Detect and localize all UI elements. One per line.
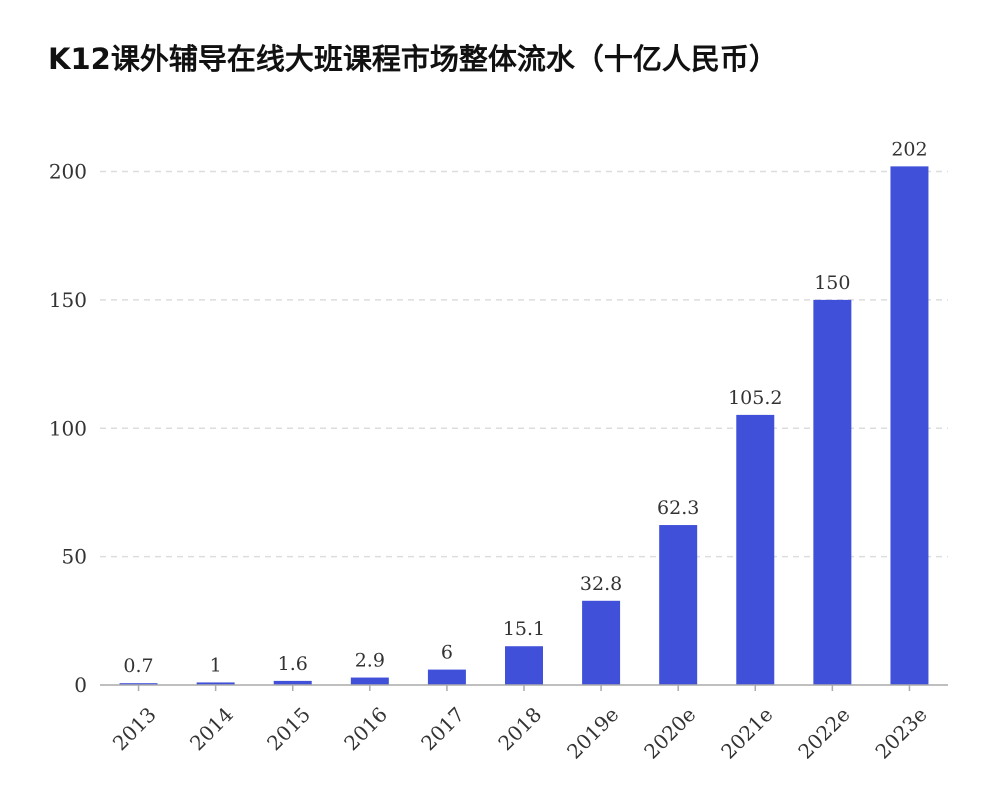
value-label: 150	[814, 272, 850, 294]
x-tick-label: 2019e	[562, 702, 623, 763]
bar	[890, 166, 929, 686]
value-label: 15.1	[503, 618, 545, 640]
value-label: 6	[441, 642, 453, 664]
y-tick-label: 100	[49, 416, 87, 440]
x-tick-label: 2016	[339, 702, 392, 755]
chart-title: K12课外辅导在线大班课程市场整体流水（十亿人民币）	[48, 42, 778, 76]
gridlines	[100, 170, 948, 558]
value-label: 2.9	[355, 650, 385, 672]
bar	[736, 414, 775, 685]
value-label: 202	[891, 138, 927, 160]
x-tick-label: 2022e	[793, 702, 854, 763]
bar	[505, 646, 543, 685]
bar	[582, 600, 621, 685]
value-label: 105.2	[728, 387, 782, 409]
value-label: 0.7	[123, 655, 153, 677]
value-label: 32.8	[580, 573, 622, 595]
bar	[427, 669, 466, 685]
bar	[350, 677, 389, 685]
axes	[100, 684, 948, 691]
x-tick-label: 2021e	[716, 702, 777, 763]
labels: 0501001502000.72013120141.620152.9201662…	[49, 138, 932, 763]
value-label: 1	[210, 654, 222, 676]
x-tick-label: 2017	[416, 702, 469, 755]
y-tick-label: 150	[49, 288, 87, 312]
x-tick-label: 2023e	[870, 702, 931, 763]
value-label: 1.6	[278, 653, 308, 675]
bar	[119, 683, 158, 685]
x-tick-label: 2014	[185, 702, 238, 755]
x-tick-label: 2020e	[639, 702, 700, 763]
value-label: 62.3	[657, 497, 699, 519]
y-tick-label: 200	[49, 160, 87, 184]
x-tick-label: 2015	[262, 702, 315, 755]
x-tick-label: 2018	[493, 702, 546, 755]
y-tick-label: 0	[74, 673, 87, 697]
bar	[813, 299, 852, 685]
bars	[119, 166, 929, 686]
bar	[273, 680, 312, 685]
bar	[659, 525, 698, 685]
bar	[196, 682, 235, 685]
x-tick-label: 2013	[108, 702, 161, 755]
y-tick-label: 50	[62, 545, 87, 569]
